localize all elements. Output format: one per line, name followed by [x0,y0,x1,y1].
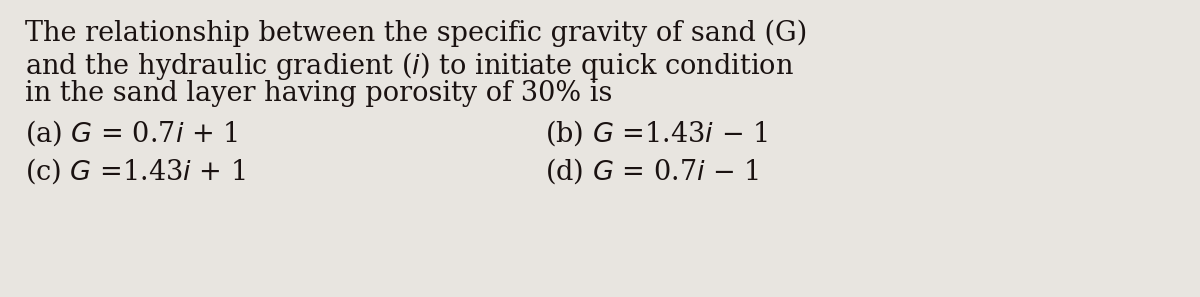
Text: (d) $G$ = 0.7$i$ − 1: (d) $G$ = 0.7$i$ − 1 [545,156,760,186]
Text: in the sand layer having porosity of 30% is: in the sand layer having porosity of 30%… [25,80,612,107]
Text: (a) $G$ = 0.7$i$ + 1: (a) $G$ = 0.7$i$ + 1 [25,118,238,148]
Text: and the hydraulic gradient ($i$) to initiate quick condition: and the hydraulic gradient ($i$) to init… [25,50,794,82]
Text: The relationship between the specific gravity of sand (G): The relationship between the specific gr… [25,20,808,48]
Text: (b) $G$ =1.43$i$ − 1: (b) $G$ =1.43$i$ − 1 [545,118,768,148]
Text: (c) $G$ =1.43$i$ + 1: (c) $G$ =1.43$i$ + 1 [25,156,246,186]
